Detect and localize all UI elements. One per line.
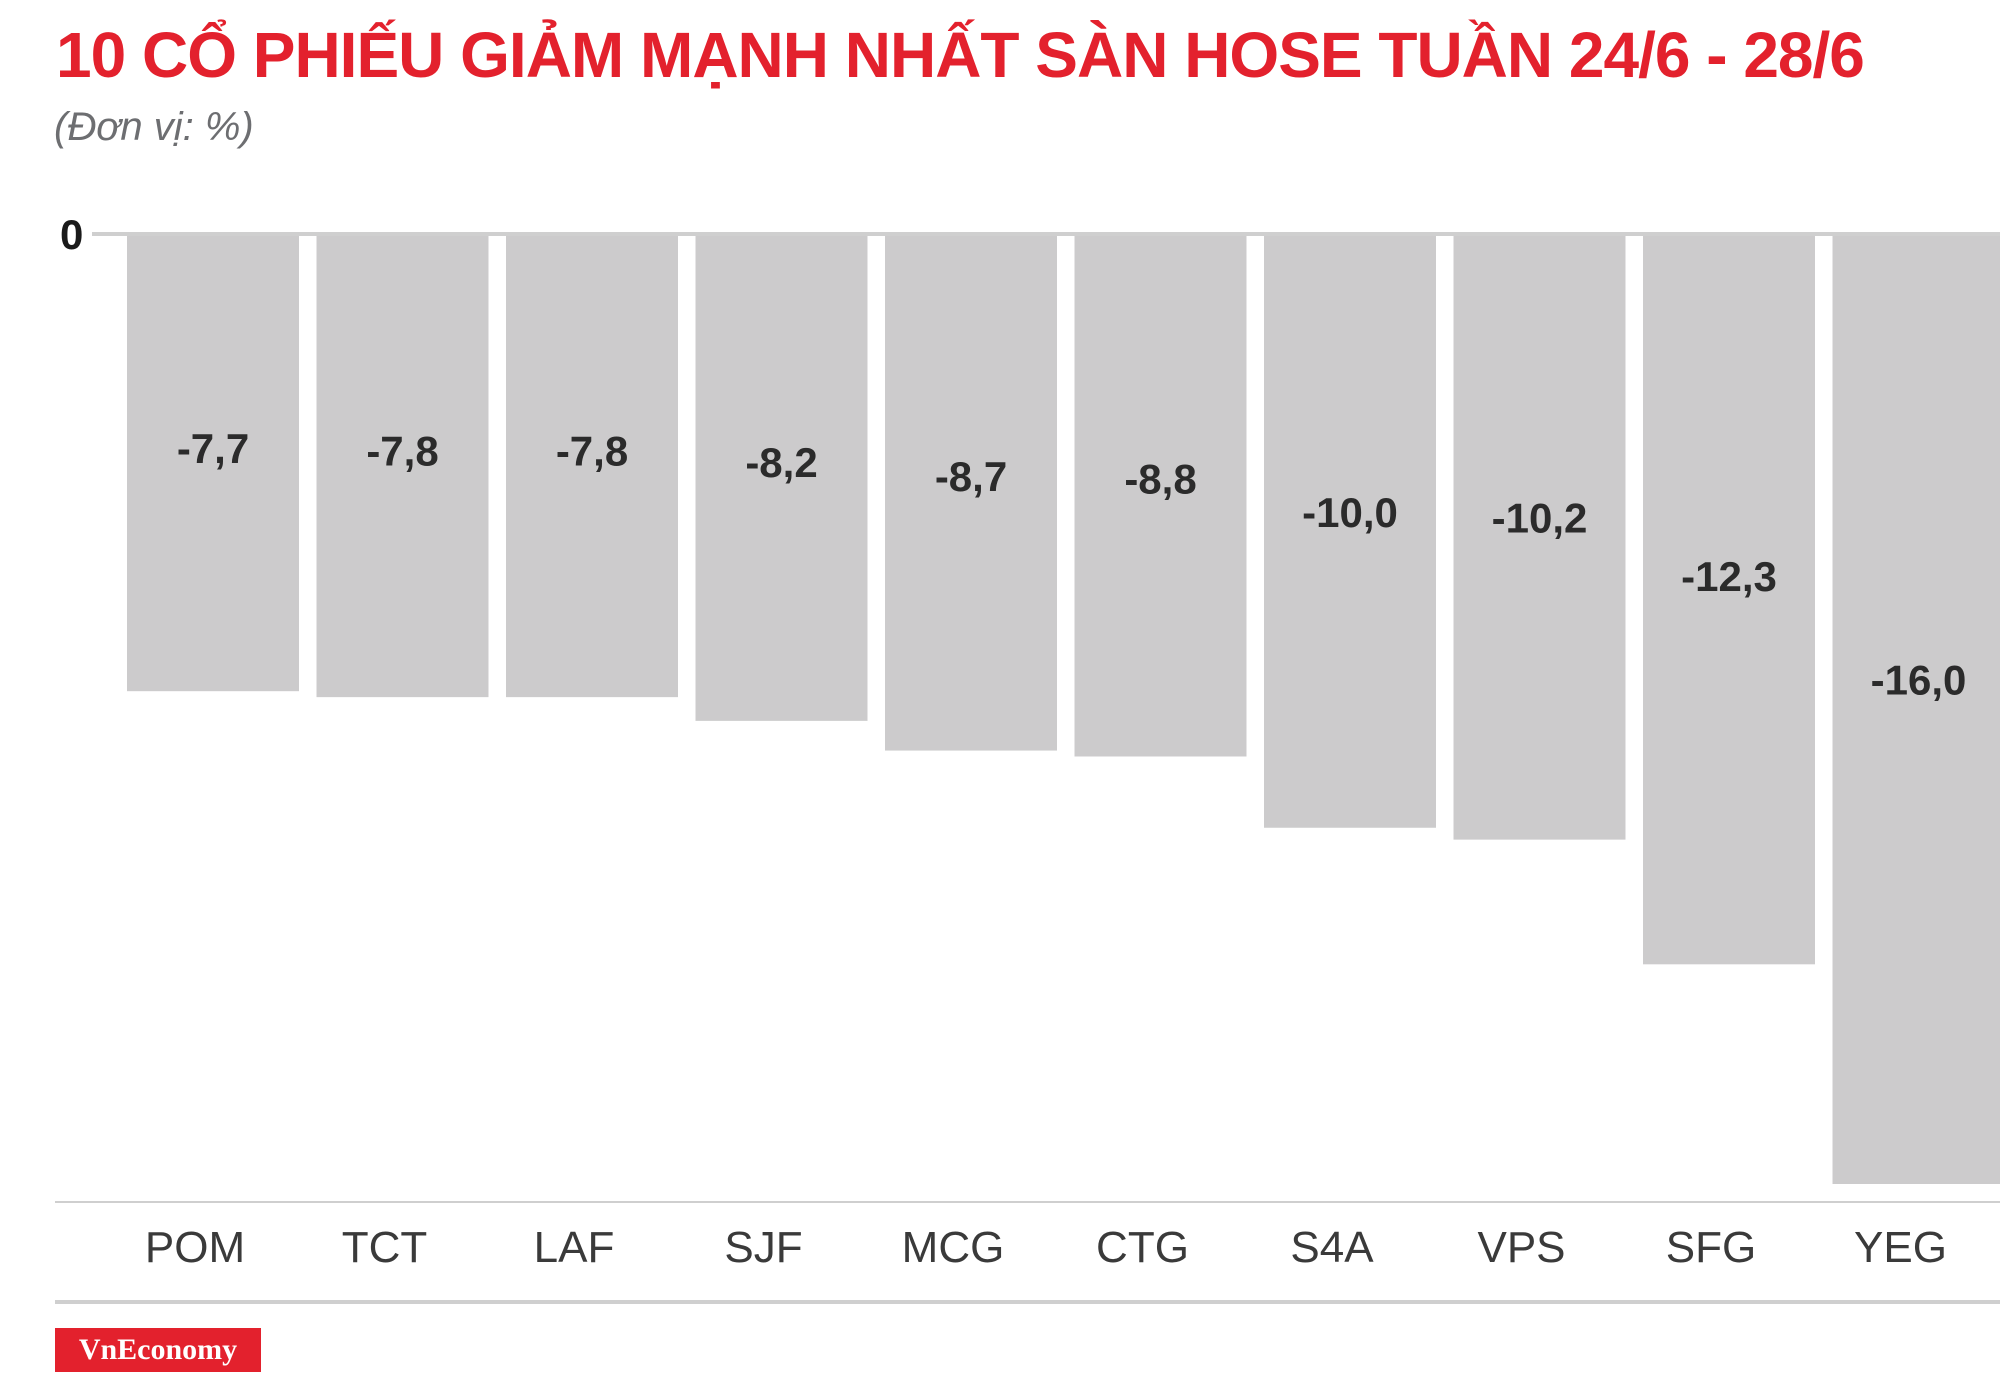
value-label-tct: -7,8 [366, 428, 438, 475]
vneconomy-logo: VnEconomy [55, 1328, 261, 1372]
category-label-yeg: YEG [1854, 1223, 1947, 1272]
value-label-yeg: -16,0 [1871, 657, 1967, 704]
bar-yeg [1832, 234, 2000, 1184]
bar-sfg [1643, 234, 1815, 965]
value-label-ctg: -8,8 [1124, 456, 1196, 503]
zero-tick-label: 0 [60, 211, 83, 258]
bar-laf [506, 234, 678, 698]
bar-pom [127, 234, 299, 692]
value-label-sfg: -12,3 [1681, 553, 1777, 600]
unit-subtitle: (Đơn vị: %) [54, 105, 254, 149]
value-label-s4a: -10,0 [1302, 489, 1398, 536]
category-label-pom: POM [145, 1223, 245, 1272]
value-label-vps: -10,2 [1492, 495, 1588, 542]
bar-s4a [1264, 234, 1436, 828]
bar-sjf [695, 234, 868, 721]
value-label-laf: -7,8 [556, 428, 628, 475]
category-label-sjf: SJF [724, 1223, 802, 1272]
bar-tct [316, 234, 489, 698]
category-label-laf: LAF [534, 1223, 615, 1272]
category-label-ctg: CTG [1096, 1223, 1189, 1272]
bar-mcg [885, 234, 1057, 751]
value-label-sjf: -8,2 [745, 439, 817, 486]
bar-ctg [1074, 234, 1247, 757]
category-label-mcg: MCG [902, 1223, 1005, 1272]
category-label-vps: VPS [1477, 1223, 1565, 1272]
value-label-pom: -7,7 [177, 425, 249, 472]
chart-title: 10 CỔ PHIẾU GIẢM MẠNH NHẤT SÀN HOSE TUẦN… [56, 19, 1865, 91]
category-label-sfg: SFG [1666, 1223, 1756, 1272]
bar-vps [1453, 234, 1626, 840]
value-label-mcg: -8,7 [935, 453, 1007, 500]
category-label-tct: TCT [342, 1223, 428, 1272]
category-label-s4a: S4A [1290, 1223, 1374, 1272]
